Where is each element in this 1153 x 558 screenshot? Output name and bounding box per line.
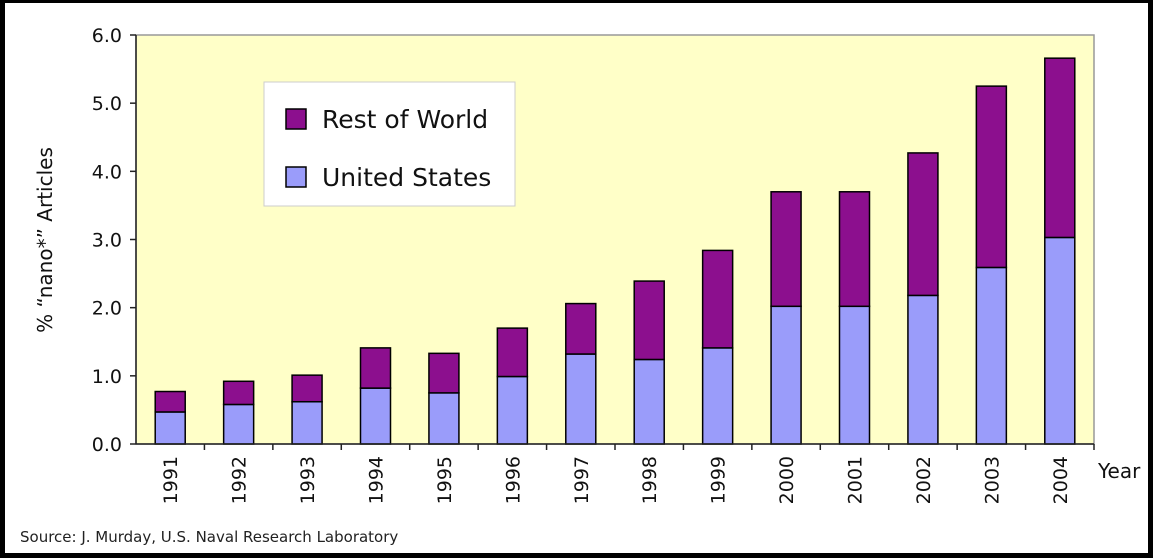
x-tick-label-1991: 1991 (160, 456, 182, 504)
bar-rest-of-world-1997 (565, 302, 597, 355)
y-tick-label: 2.0 (92, 298, 122, 320)
x-axis-ticks: 1991 1992 1993 1994 1995 1996 1997 1998 1999 2000… (160, 444, 1095, 504)
x-tick-label-1997: 1997 (571, 456, 593, 504)
bar-united-states-1995 (428, 392, 460, 445)
source-note: Source: J. Murday, U.S. Naval Research L… (20, 528, 399, 546)
bar-united-states-2002 (907, 294, 939, 445)
bar-rest-of-world-1998 (633, 280, 665, 361)
bar-rest-of-world-1996 (496, 327, 529, 378)
bar-rest-of-world-2000 (770, 191, 802, 308)
bars-group (154, 57, 1076, 445)
bar-rest-of-world-1995 (428, 352, 460, 394)
y-tick-label: 4.0 (92, 161, 122, 183)
bar-rest-of-world-2004 (1044, 57, 1076, 239)
x-tick-label-1998: 1998 (639, 456, 661, 504)
bar-united-states-2000 (770, 305, 802, 445)
bar-united-states-1991 (154, 411, 186, 445)
y-tick-label: 0.0 (92, 434, 122, 456)
bar-united-states-1998 (633, 358, 665, 445)
y-tick-label: 1.0 (92, 366, 122, 388)
x-tick-label-2001: 2001 (845, 456, 867, 504)
x-axis-label: Year (1097, 459, 1141, 483)
bar-united-states-2004 (1044, 236, 1076, 445)
x-tick-label-1993: 1993 (297, 456, 319, 504)
x-tick-label-2004: 2004 (1050, 456, 1072, 504)
bar-united-states-1993 (291, 400, 323, 445)
bar-rest-of-world-2003 (975, 85, 1008, 269)
bar-rest-of-world-1994 (359, 347, 392, 389)
bar-rest-of-world-1999 (701, 249, 734, 349)
x-tick-label-1994: 1994 (366, 456, 388, 504)
y-tick-label: 5.0 (92, 93, 122, 115)
x-tick-label-1992: 1992 (229, 456, 251, 504)
bar-united-states-1994 (359, 387, 392, 445)
bar-united-states-1999 (701, 347, 734, 445)
y-tick-label: 6.0 (92, 25, 122, 47)
legend-label-rest-of-world: Rest of World (322, 105, 488, 134)
bar-rest-of-world-1991 (154, 390, 186, 413)
bar-rest-of-world-2001 (838, 191, 871, 308)
legend-swatch-united-states (285, 166, 307, 188)
bar-united-states-2001 (838, 305, 871, 445)
y-axis-ticks: 0.0 1.0 2.0 3.0 4.0 5.0 6.0 (92, 25, 136, 456)
x-tick-label-1995: 1995 (434, 456, 456, 504)
x-tick-label-2002: 2002 (913, 456, 935, 504)
y-axis-label: % “nano*” Articles (33, 147, 57, 333)
legend: Rest of World United States (263, 81, 516, 207)
bar-rest-of-world-2002 (907, 152, 939, 297)
legend-swatch-rest-of-world (285, 108, 307, 130)
x-tick-label-1996: 1996 (502, 456, 524, 504)
bar-united-states-1997 (565, 353, 597, 445)
bar-rest-of-world-1992 (222, 380, 255, 406)
bar-rest-of-world-1993 (291, 374, 323, 403)
bar-united-states-1996 (496, 375, 529, 445)
x-tick-label-2003: 2003 (981, 456, 1003, 504)
bar-united-states-1992 (222, 403, 255, 445)
x-tick-label-2000: 2000 (776, 456, 798, 504)
y-tick-label: 3.0 (92, 230, 122, 252)
legend-label-united-states: United States (322, 163, 491, 192)
bar-united-states-2003 (975, 266, 1008, 445)
x-tick-label-1999: 1999 (708, 456, 730, 504)
